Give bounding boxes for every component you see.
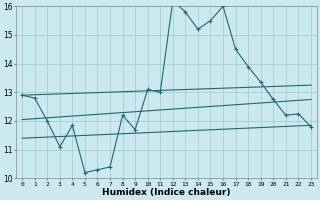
X-axis label: Humidex (Indice chaleur): Humidex (Indice chaleur) bbox=[102, 188, 231, 197]
